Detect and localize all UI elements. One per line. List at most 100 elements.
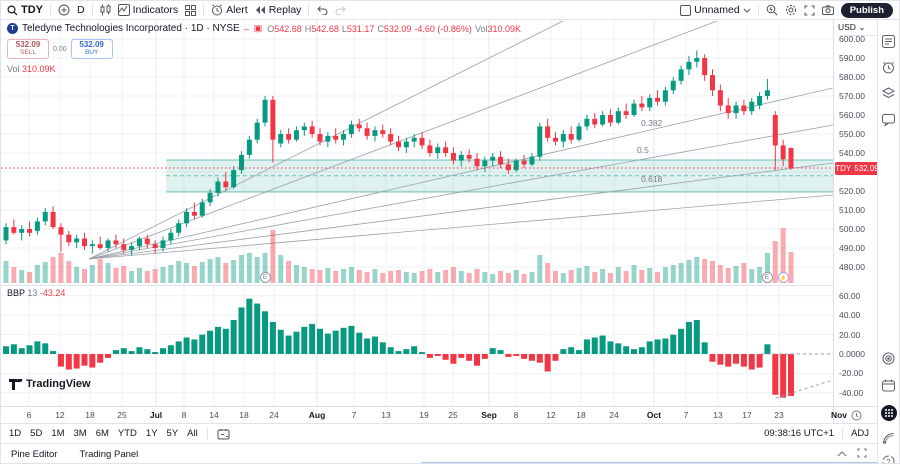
alerts-icon[interactable] [881, 60, 897, 76]
candle-body [662, 90, 668, 102]
bbp-legend[interactable]: BBP 13 -43.24 [7, 288, 66, 298]
chart-canvas[interactable]: 0.382 0.5 0.618 [1, 20, 833, 406]
candle-body [301, 126, 307, 131]
candle-body [293, 130, 299, 140]
range-button-5y[interactable]: 5Y [166, 428, 179, 439]
candle-body [105, 240, 111, 248]
bbp-bar [238, 307, 245, 354]
range-button-ytd[interactable]: YTD [117, 428, 137, 439]
volume-bar [505, 273, 511, 283]
price-axis[interactable]: USD ⌄ 600.00 590.00 580.00 570.00 560.00 550.… [833, 20, 879, 406]
go-to-date-icon[interactable] [217, 428, 230, 440]
flag-icon[interactable]: ▣ [253, 23, 264, 33]
bbp-axis-label: 40.00 [839, 310, 861, 321]
candle-body [717, 90, 723, 106]
expand-panel-icon[interactable] [837, 449, 847, 460]
volume-bar [639, 270, 645, 283]
range-button-1m[interactable]: 1M [51, 428, 65, 439]
projection-dashed-line[interactable] [775, 379, 833, 399]
earnings-marker[interactable]: E [259, 272, 271, 283]
alert-button[interactable]: Alert [211, 4, 248, 16]
watchlist-icon[interactable] [881, 34, 897, 50]
candle-body [670, 80, 676, 91]
time-axis[interactable]: 6 12 18 25 Jul 8 14 18 24 Aug 7 13 19 25 Sep 8 12 18 24 Oct… [1, 406, 879, 424]
volume-bar [600, 269, 606, 283]
quick-search-button[interactable] [766, 4, 778, 16]
candle-body [647, 97, 653, 108]
chart-style-button[interactable] [100, 4, 111, 16]
adj-toggle[interactable]: ADJ [851, 428, 870, 439]
candle-body [317, 134, 323, 142]
chart-pane[interactable]: 0.382 0.5 0.618 USD ⌄ 600.00 590.00 580.00 57… [1, 20, 879, 406]
candle-body [388, 134, 394, 142]
bbp-bar [332, 330, 339, 354]
symbol-legend[interactable]: T Teledyne Technologies Incorporated · 1… [7, 23, 521, 34]
trend-ray[interactable] [88, 87, 833, 260]
interval-button[interactable]: D [77, 4, 85, 16]
symbol-search-button[interactable]: TDY [7, 4, 43, 16]
maximize-panel-icon[interactable] [857, 447, 867, 461]
undo-button[interactable] [316, 5, 328, 15]
bbp-bar [175, 341, 182, 354]
sell-button[interactable]: 532.09 SELL [7, 39, 49, 59]
compare-button[interactable] [58, 4, 70, 16]
buy-button[interactable]: 532.09 BUY [70, 39, 113, 59]
chat-icon[interactable] [881, 112, 897, 128]
settings-button[interactable] [785, 4, 797, 16]
layout-button[interactable]: Unnamed [680, 4, 751, 16]
replay-button[interactable]: Replay [255, 4, 301, 16]
apps-menu-icon[interactable] [881, 405, 898, 421]
redo-button[interactable] [335, 5, 347, 15]
bbp-axis-label: 0.0000 [839, 349, 865, 359]
tab-pine-editor[interactable]: Pine Editor [11, 448, 58, 460]
symbol-title: Teledyne Technologies Incorporated · 1D … [22, 23, 240, 34]
indicators-button[interactable]: Indicators [117, 4, 178, 16]
hotlists-icon[interactable] [881, 351, 897, 367]
candle-body [466, 154, 472, 159]
range-button-1y[interactable]: 1Y [145, 428, 158, 439]
earnings-marker[interactable]: E [761, 272, 773, 283]
trend-ray[interactable] [88, 20, 718, 260]
news-feed-icon[interactable] [881, 431, 897, 447]
undo-icon [316, 5, 328, 15]
fullscreen-button[interactable] [804, 4, 815, 16]
trend-ray[interactable] [88, 194, 833, 260]
bbp-bar [128, 351, 135, 354]
indicator-templates-button[interactable] [185, 4, 197, 16]
range-button-all[interactable]: All [187, 428, 198, 439]
tab-trading-panel[interactable]: Trading Panel [79, 448, 139, 460]
clock-display[interactable]: 09:38:16 UTC+1 [764, 428, 835, 439]
volume-bar [50, 257, 56, 283]
volume-bar [19, 270, 25, 283]
calendar-icon[interactable] [881, 378, 897, 394]
help-icon[interactable]: ? [881, 454, 897, 463]
range-button-1d[interactable]: 1D [9, 428, 22, 439]
tradingview-logo[interactable]: TradingView [9, 378, 91, 390]
volume-legend[interactable]: Vol 310.09K [7, 64, 56, 74]
range-button-6m[interactable]: 6M [95, 428, 109, 439]
range-button-3m[interactable]: 3M [73, 428, 87, 439]
trend-ray[interactable] [88, 162, 833, 260]
divider [206, 427, 208, 440]
candle-body [341, 134, 347, 140]
bbp-bar [701, 342, 708, 354]
bbp-bar [552, 354, 559, 361]
snapshot-button[interactable] [821, 5, 834, 15]
trend-ray[interactable] [88, 124, 833, 260]
upcoming-earnings-marker[interactable]: ⚡ [777, 272, 789, 283]
timezone-corner[interactable] [833, 407, 879, 424]
volume-bar [568, 270, 574, 283]
range-button-5d[interactable]: 5D [30, 428, 43, 439]
bbp-bar [717, 354, 724, 365]
volume-bar [356, 270, 362, 283]
bbp-bar [293, 331, 300, 354]
currency-selector[interactable]: USD ⌄ [838, 22, 876, 36]
flag-minus-icon[interactable]: – [243, 23, 250, 34]
publish-button[interactable]: Publish [840, 2, 893, 18]
volume-bar [482, 272, 488, 283]
object-tree-icon[interactable] [881, 86, 897, 102]
candle-body [576, 126, 582, 140]
volume-bar [27, 272, 33, 283]
bbp-bar [340, 327, 347, 354]
bbp-bar [521, 354, 528, 359]
